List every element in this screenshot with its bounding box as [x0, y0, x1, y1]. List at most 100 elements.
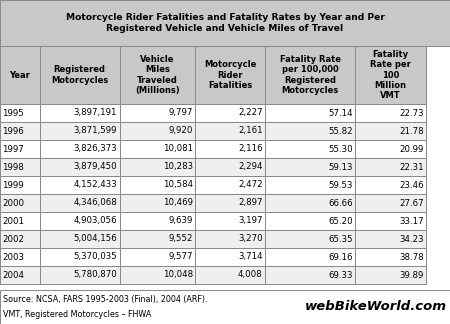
Text: 5,370,035: 5,370,035: [73, 252, 117, 261]
Bar: [120, 158, 195, 176]
Text: 2004: 2004: [3, 271, 24, 280]
Text: 10,283: 10,283: [163, 163, 193, 171]
Text: 69.33: 69.33: [328, 271, 352, 280]
Bar: [40, 140, 120, 158]
Text: 2,897: 2,897: [238, 199, 262, 207]
Text: 9,552: 9,552: [168, 235, 193, 244]
Bar: [40, 122, 120, 140]
Text: 3,714: 3,714: [238, 252, 262, 261]
Bar: [355, 266, 426, 284]
Text: 22.73: 22.73: [399, 109, 423, 118]
Text: 3,879,450: 3,879,450: [73, 163, 117, 171]
Bar: [0, 290, 450, 324]
Bar: [355, 104, 426, 122]
Bar: [355, 212, 426, 230]
Text: 2,116: 2,116: [238, 145, 262, 154]
Bar: [40, 194, 120, 212]
Text: 10,469: 10,469: [163, 199, 193, 207]
Text: 27.67: 27.67: [399, 199, 423, 207]
Text: Registered
Motorcycles: Registered Motorcycles: [51, 65, 108, 85]
Text: 21.78: 21.78: [399, 126, 423, 135]
Text: 55.30: 55.30: [328, 145, 352, 154]
Text: 9,639: 9,639: [168, 216, 193, 226]
Bar: [265, 248, 355, 266]
Bar: [40, 248, 120, 266]
Text: 57.14: 57.14: [328, 109, 352, 118]
Text: 9,920: 9,920: [168, 126, 193, 135]
Text: 66.66: 66.66: [328, 199, 352, 207]
Text: 4,152,433: 4,152,433: [73, 180, 117, 190]
Text: 3,897,191: 3,897,191: [74, 109, 117, 118]
Bar: [355, 46, 426, 104]
Text: 65.20: 65.20: [328, 216, 352, 226]
Text: 3,197: 3,197: [238, 216, 262, 226]
Bar: [120, 46, 195, 104]
Bar: [265, 158, 355, 176]
Bar: [40, 212, 120, 230]
Text: 2,227: 2,227: [238, 109, 262, 118]
Text: Fatality
Rate per
100
Million
VMT: Fatality Rate per 100 Million VMT: [370, 50, 411, 100]
Text: 23.46: 23.46: [399, 180, 423, 190]
Text: 65.35: 65.35: [328, 235, 352, 244]
Bar: [120, 266, 195, 284]
Bar: [355, 194, 426, 212]
Text: Motorcycle
Rider
Fatalities: Motorcycle Rider Fatalities: [204, 60, 256, 90]
Text: 59.13: 59.13: [328, 163, 352, 171]
Text: 3,826,373: 3,826,373: [73, 145, 117, 154]
Bar: [120, 176, 195, 194]
Text: 10,081: 10,081: [163, 145, 193, 154]
Text: 1996: 1996: [3, 126, 24, 135]
Text: 34.23: 34.23: [399, 235, 423, 244]
Bar: [0, 122, 40, 140]
Text: Fatality Rate
per 100,000
Registered
Motorcycles: Fatality Rate per 100,000 Registered Mot…: [279, 55, 341, 95]
Text: 4,903,056: 4,903,056: [73, 216, 117, 226]
Bar: [40, 266, 120, 284]
Bar: [120, 122, 195, 140]
Bar: [0, 140, 40, 158]
Text: 9,797: 9,797: [168, 109, 193, 118]
Bar: [0, 158, 40, 176]
Bar: [40, 158, 120, 176]
Bar: [0, 230, 40, 248]
Text: 5,780,870: 5,780,870: [73, 271, 117, 280]
Text: 38.78: 38.78: [399, 252, 423, 261]
Bar: [120, 230, 195, 248]
Bar: [355, 158, 426, 176]
Text: 2,472: 2,472: [238, 180, 262, 190]
Text: 39.89: 39.89: [399, 271, 423, 280]
Text: 1995: 1995: [3, 109, 24, 118]
Bar: [265, 140, 355, 158]
Bar: [355, 176, 426, 194]
Text: 2,294: 2,294: [238, 163, 262, 171]
Text: 2000: 2000: [3, 199, 24, 207]
Bar: [355, 248, 426, 266]
Bar: [0, 194, 40, 212]
Text: 1999: 1999: [3, 180, 24, 190]
Bar: [0, 176, 40, 194]
Text: 10,048: 10,048: [163, 271, 193, 280]
Text: 4,346,068: 4,346,068: [73, 199, 117, 207]
Bar: [355, 140, 426, 158]
Text: 1998: 1998: [3, 163, 24, 171]
Text: 1997: 1997: [3, 145, 24, 154]
Text: 55.82: 55.82: [328, 126, 352, 135]
Bar: [355, 230, 426, 248]
Text: 10,584: 10,584: [163, 180, 193, 190]
Text: 3,270: 3,270: [238, 235, 262, 244]
Bar: [0, 0, 450, 46]
Bar: [195, 248, 265, 266]
Bar: [40, 46, 120, 104]
Text: 69.16: 69.16: [328, 252, 352, 261]
Bar: [0, 212, 40, 230]
Bar: [0, 46, 40, 104]
Bar: [40, 176, 120, 194]
Text: 5,004,156: 5,004,156: [73, 235, 117, 244]
Bar: [0, 104, 40, 122]
Text: webBikeWorld.com: webBikeWorld.com: [305, 300, 447, 314]
Text: Year: Year: [9, 71, 30, 79]
Bar: [265, 122, 355, 140]
Bar: [40, 104, 120, 122]
Bar: [265, 46, 355, 104]
Bar: [120, 212, 195, 230]
Text: 20.99: 20.99: [399, 145, 423, 154]
